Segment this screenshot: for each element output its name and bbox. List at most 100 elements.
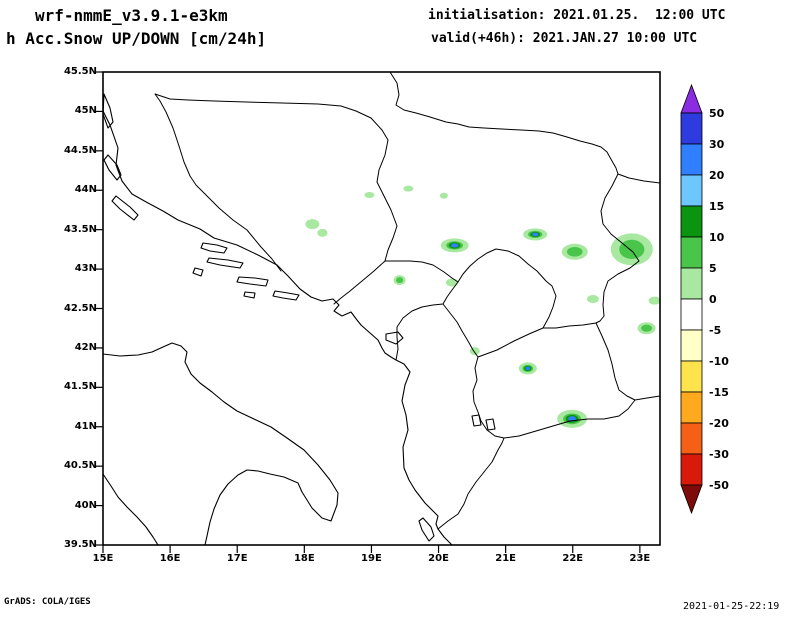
country-borders xyxy=(154,72,660,530)
colorbar-band xyxy=(680,453,703,486)
snow-patch xyxy=(305,219,320,230)
border-macedonia-bulgaria xyxy=(595,322,636,401)
island-mljet xyxy=(272,290,300,301)
colorbar-band xyxy=(680,112,703,145)
lake-skadar xyxy=(385,331,404,345)
snow-patch-core-green xyxy=(619,239,645,259)
border-albania-macedonia xyxy=(472,356,505,439)
snow-patch xyxy=(364,191,375,198)
border-montenegro-albania xyxy=(395,303,444,361)
border-serbia-macedonia xyxy=(542,322,597,329)
colorbar-band xyxy=(680,391,703,424)
snow-accumulation-patches xyxy=(305,185,660,428)
colorbar-label: 20 xyxy=(709,169,725,182)
snow-patch xyxy=(586,295,599,304)
border-kosovo-macedonia xyxy=(477,327,544,358)
lat-label: 43N xyxy=(74,263,97,275)
map-frame xyxy=(102,71,661,546)
colorbar-band xyxy=(680,360,703,393)
border-albania-greece xyxy=(437,437,505,530)
island-hvar xyxy=(206,257,244,269)
island-corfu xyxy=(418,517,435,542)
colorbar-band xyxy=(680,422,703,455)
model-title: wrf-nmmE_v3.9.1-e3km xyxy=(35,6,228,25)
border-serbia-bulgaria xyxy=(595,173,640,324)
colorbar-label: 10 xyxy=(709,231,725,244)
lon-label: 20E xyxy=(428,553,449,564)
lon-label: 17E xyxy=(226,553,248,564)
lat-label: 43.5N xyxy=(63,223,97,235)
lat-label: 40N xyxy=(74,499,97,511)
island-brac xyxy=(200,242,228,254)
colorbar-arrow-bottom xyxy=(680,484,703,515)
lat-label: 39.5N xyxy=(63,539,97,550)
lon-label: 16E xyxy=(159,553,181,564)
colorbar-label: 5 xyxy=(709,262,717,275)
snow-patch xyxy=(469,347,480,356)
lat-label: 44.5N xyxy=(63,144,97,156)
snow-patch xyxy=(317,228,328,237)
border-bosnia-montenegro xyxy=(333,260,386,305)
lat-label: 42.5N xyxy=(63,302,97,314)
colorbar-band xyxy=(680,329,703,362)
island-vis xyxy=(192,267,204,277)
colorbar-band xyxy=(680,267,703,300)
colorbar-band xyxy=(680,174,703,207)
colorbar-label: -20 xyxy=(709,417,729,430)
border-macedonia-greece xyxy=(503,399,636,439)
border-drina-bosnia-serbia xyxy=(370,117,398,262)
snow-patch xyxy=(445,278,458,287)
snow-patch-core-blue xyxy=(451,243,459,248)
snow-patch xyxy=(403,185,414,192)
snow-patch xyxy=(439,192,448,199)
border-sava-north-bosnia xyxy=(154,93,372,119)
lake-ohrid xyxy=(471,414,482,427)
colorbar-arrow-top xyxy=(680,83,703,114)
colorbar-band xyxy=(680,205,703,238)
snow-patch-core-blue xyxy=(525,366,531,371)
colorbar-band xyxy=(680,236,703,269)
grads-credit: GrADS: COLA/IGES xyxy=(4,597,91,607)
creation-timestamp: 2021-01-25-22:19 xyxy=(683,601,780,612)
coastline-italy-adriatic xyxy=(103,342,339,545)
lat-label: 45N xyxy=(74,105,97,117)
axis-ticks xyxy=(95,71,641,553)
lat-label: 40.5N xyxy=(63,460,97,472)
colorbar-label: -50 xyxy=(709,479,729,492)
border-danube-serbia-north xyxy=(389,72,660,184)
colorbar-label: -10 xyxy=(709,355,729,368)
lat-label: 41N xyxy=(74,420,97,432)
lon-label: 15E xyxy=(92,553,114,564)
lat-label: 42N xyxy=(74,341,97,353)
snow-patch xyxy=(648,296,660,305)
coastline-east-adriatic xyxy=(103,110,453,545)
island-korcula xyxy=(236,276,269,287)
snow-patch-core-green xyxy=(641,324,652,332)
lon-label: 21E xyxy=(495,553,517,564)
valid-time: valid(+46h): 2021.JAN.27 10:00 UTC xyxy=(431,31,698,46)
border-montenegro-serbia xyxy=(384,260,459,283)
coastline-italy-tyrrhenian xyxy=(103,473,159,545)
colorbar-band xyxy=(680,143,703,176)
product-title: h Acc.Snow UP/DOWN [cm/24h] xyxy=(6,29,267,48)
snow-patch-core-blue xyxy=(532,232,539,237)
island-lastovo xyxy=(243,291,256,299)
colorbar-label: -15 xyxy=(709,386,729,399)
snow-patch-core-green xyxy=(396,277,404,284)
lat-label: 45.5N xyxy=(63,66,97,77)
snow-patch-core-green xyxy=(566,246,583,257)
colorbar-label: 15 xyxy=(709,200,724,213)
lon-label: 22E xyxy=(562,553,584,564)
lat-label: 41.5N xyxy=(63,381,97,393)
border-kosovo-outline xyxy=(442,248,557,358)
colorbar-label: 0 xyxy=(709,293,717,306)
colorbar-label: 30 xyxy=(709,138,725,151)
lon-label: 18E xyxy=(293,553,315,564)
colorbar-label: -5 xyxy=(709,324,721,337)
border-bulgaria-greece xyxy=(634,395,660,401)
colorbar-band xyxy=(680,298,703,331)
colorbar-label: 50 xyxy=(709,107,725,120)
lon-label: 23E xyxy=(629,553,651,564)
